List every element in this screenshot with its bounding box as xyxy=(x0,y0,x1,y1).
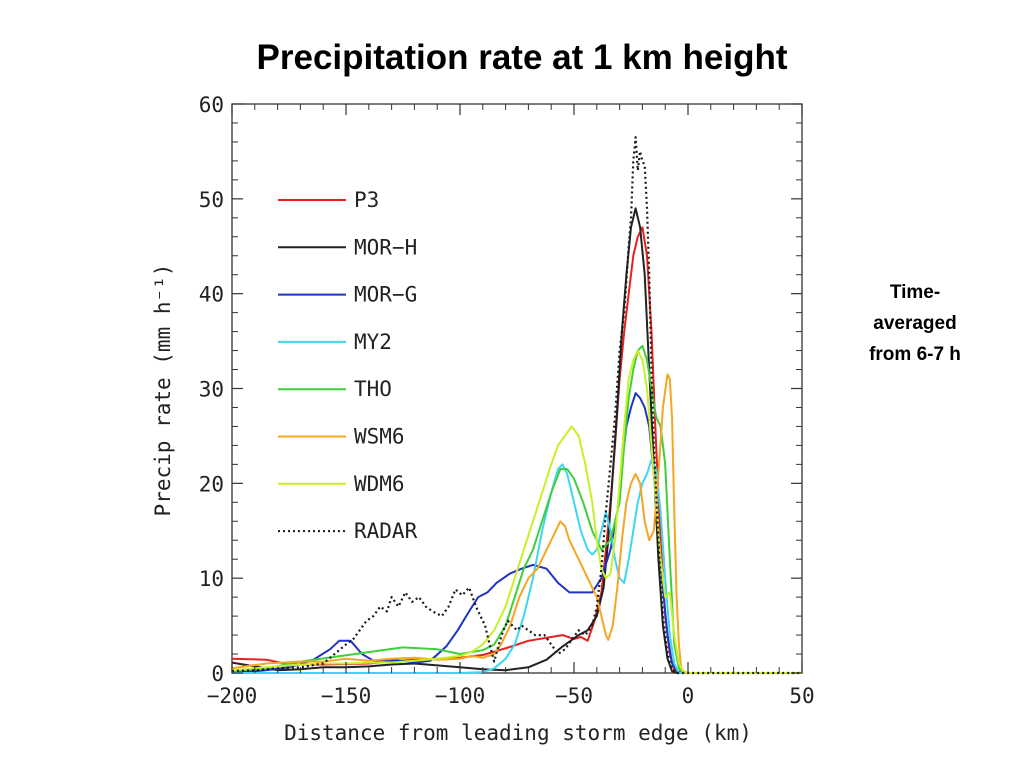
legend-label: THO xyxy=(354,377,392,401)
axis-ticks: −200 −150 −100 −50 0 50 0 10 20 30 40 50 60 xyxy=(199,93,815,708)
series-line-tho xyxy=(231,344,802,674)
series-line-mor-g xyxy=(231,392,802,674)
series-line-wdm6 xyxy=(231,349,802,674)
note-line-3: from 6-7 h xyxy=(869,344,961,365)
y-axis-label: Precip rate (mm h⁻¹) xyxy=(151,264,175,517)
x-axis-label: Distance from leading storm edge (km) xyxy=(284,721,752,745)
x-tick-label: −50 xyxy=(555,684,593,708)
x-tick-label: 0 xyxy=(682,684,695,708)
x-tick-label: −100 xyxy=(435,684,486,708)
y-tick-label: 50 xyxy=(199,188,224,212)
y-tick-label: 60 xyxy=(199,93,224,117)
legend-label: MOR−H xyxy=(354,235,417,259)
x-tick-label: −150 xyxy=(321,684,372,708)
y-tick-label: 10 xyxy=(199,567,224,591)
series-line-my2 xyxy=(232,458,802,674)
series-line-wsm6 xyxy=(231,373,802,674)
legend-label: MY2 xyxy=(354,330,392,354)
series-lines xyxy=(231,136,802,675)
legend-label: WSM6 xyxy=(354,425,405,449)
legend-label: P3 xyxy=(354,188,379,212)
y-tick-label: 20 xyxy=(199,472,224,496)
x-tick-label: −200 xyxy=(207,684,258,708)
y-tick-label: 0 xyxy=(211,662,224,686)
y-tick-label: 30 xyxy=(199,378,224,402)
note-line-1: Time- xyxy=(889,282,941,303)
legend-label: WDM6 xyxy=(354,472,405,496)
slide-title: Precipitation rate at 1 km height xyxy=(256,38,788,77)
legend: P3 MOR−H MOR−G MY2 THO WSM6 WDM6 RADAR xyxy=(278,188,418,543)
legend-label: MOR−G xyxy=(354,283,417,307)
legend-label: RADAR xyxy=(354,519,418,543)
time-average-note: Time- averaged from 6-7 h xyxy=(845,277,985,370)
y-tick-label: 40 xyxy=(199,283,224,307)
x-tick-label: 50 xyxy=(789,684,814,708)
note-line-2: averaged xyxy=(873,313,957,334)
